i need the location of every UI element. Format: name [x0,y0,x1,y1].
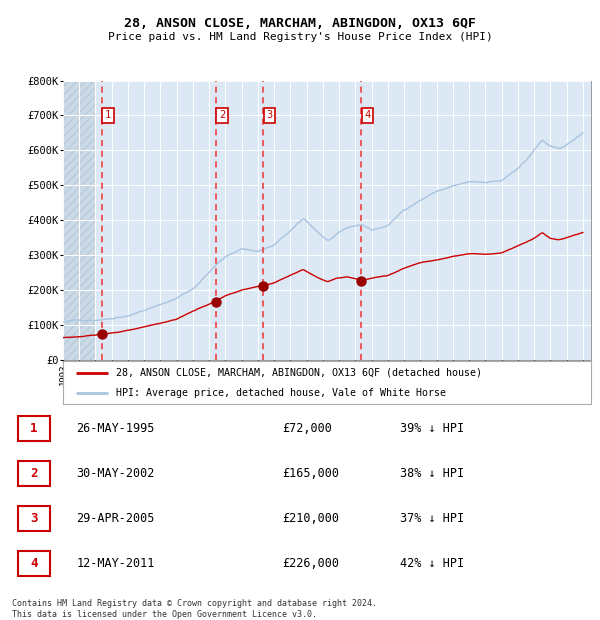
FancyBboxPatch shape [63,361,591,404]
Text: 3: 3 [266,110,272,120]
Text: Price paid vs. HM Land Registry's House Price Index (HPI): Price paid vs. HM Land Registry's House … [107,32,493,42]
Text: 38% ↓ HPI: 38% ↓ HPI [400,467,464,480]
Text: 42% ↓ HPI: 42% ↓ HPI [400,557,464,570]
Text: 2: 2 [30,467,38,480]
Text: £72,000: £72,000 [283,422,332,435]
Text: 12-MAY-2011: 12-MAY-2011 [77,557,155,570]
Text: 30-MAY-2002: 30-MAY-2002 [77,467,155,480]
Text: 29-APR-2005: 29-APR-2005 [77,512,155,525]
Text: £210,000: £210,000 [283,512,340,525]
Text: 28, ANSON CLOSE, MARCHAM, ABINGDON, OX13 6QF: 28, ANSON CLOSE, MARCHAM, ABINGDON, OX13… [124,17,476,30]
Text: 26-MAY-1995: 26-MAY-1995 [77,422,155,435]
Text: HPI: Average price, detached house, Vale of White Horse: HPI: Average price, detached house, Vale… [116,388,446,399]
FancyBboxPatch shape [18,461,50,486]
Bar [63,81,97,360]
FancyBboxPatch shape [18,551,50,576]
Text: 1: 1 [30,422,38,435]
Text: 4: 4 [30,557,38,570]
Text: Contains HM Land Registry data © Crown copyright and database right 2024.
This d: Contains HM Land Registry data © Crown c… [12,600,377,619]
Text: 37% ↓ HPI: 37% ↓ HPI [400,512,464,525]
Text: £165,000: £165,000 [283,467,340,480]
FancyBboxPatch shape [18,506,50,531]
Text: 39% ↓ HPI: 39% ↓ HPI [400,422,464,435]
Text: 4: 4 [364,110,371,120]
Text: 3: 3 [30,512,38,525]
Text: 28, ANSON CLOSE, MARCHAM, ABINGDON, OX13 6QF (detached house): 28, ANSON CLOSE, MARCHAM, ABINGDON, OX13… [116,368,482,378]
Text: 2: 2 [219,110,225,120]
Text: 1: 1 [105,110,111,120]
Text: £226,000: £226,000 [283,557,340,570]
FancyBboxPatch shape [18,416,50,441]
